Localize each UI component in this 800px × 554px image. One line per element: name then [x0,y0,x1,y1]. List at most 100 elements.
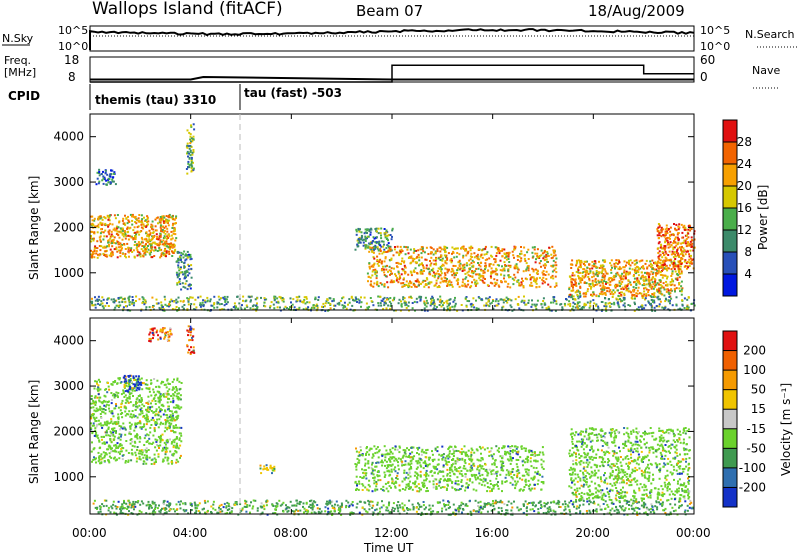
heatmap-cell [400,305,403,308]
heatmap-cell [167,246,170,249]
heatmap-cell [130,423,133,426]
heatmap-cell [633,301,636,304]
heatmap-cell [156,216,159,219]
heatmap-cell [163,222,165,224]
heatmap-cell [470,305,473,308]
heatmap-cell [144,219,147,222]
heatmap-cell [373,262,376,265]
heatmap-cell [105,453,108,456]
heatmap-cell [669,237,671,240]
heatmap-cell [119,438,122,441]
heatmap-cell [654,309,657,312]
heatmap-cell [111,394,114,397]
heatmap-cell [387,286,390,289]
heatmap-cell [463,263,466,266]
heatmap-cell [391,235,393,238]
heatmap-cell [134,426,137,429]
heatmap-cell [109,182,112,184]
heatmap-cell [679,253,682,256]
heatmap-cell [686,260,689,263]
heatmap-cell [146,216,149,219]
heatmap-cell [502,268,505,271]
heatmap-cell [379,302,382,305]
heatmap-cell [505,255,508,258]
heatmap-cell [394,273,396,276]
heatmap-cell [674,253,677,256]
heatmap-cell [109,175,112,178]
heatmap-cell [489,302,492,305]
heatmap-cell [627,304,630,306]
heatmap-cell [130,413,133,416]
heatmap-cell [241,304,243,307]
heatmap-cell [543,250,546,253]
heatmap-cell [113,227,116,230]
heatmap-cell [598,281,601,284]
heatmap-cell [199,295,202,298]
heatmap-cell [118,296,121,299]
heatmap-cell [166,414,169,417]
heatmap-cell [512,478,515,481]
heatmap-cell [571,308,574,311]
heatmap-cell [384,474,387,477]
heatmap-cell [152,241,155,244]
heatmap-cell [129,249,132,252]
heatmap-cell [549,285,552,288]
heatmap-cell [435,483,438,485]
heatmap-cell [160,301,163,304]
heatmap-cell [520,283,523,286]
heatmap-cell [127,460,130,463]
heatmap-cell [164,236,167,239]
heatmap-cell [384,257,387,260]
heatmap-cell [259,467,262,470]
heatmap-cell [138,449,141,452]
heatmap-cell [175,436,178,438]
heatmap-cell [175,442,178,445]
heatmap-cell [142,426,144,428]
heatmap-cell [107,218,110,221]
heatmap-cell [668,250,671,253]
heatmap-cell [188,152,191,155]
heatmap-cell [498,252,501,255]
heatmap-cell [155,410,158,413]
heatmap-cell [502,305,505,308]
heatmap-cell [174,391,176,394]
heatmap-cell [125,440,128,442]
heatmap-cell [413,269,415,272]
heatmap-cell [430,269,433,272]
heatmap-cell [148,420,151,423]
heatmap-cell [131,215,133,218]
heatmap-cell [619,276,622,279]
heatmap-cell [593,265,595,268]
heatmap-cell [667,300,670,303]
heatmap-cell [535,286,538,289]
heatmap-cell [176,379,179,382]
heatmap-cell [151,235,154,238]
heatmap-cell [666,275,669,278]
heatmap-cell [404,266,407,269]
heatmap-cell [167,416,170,419]
heatmap-cell [591,294,594,297]
heatmap-cell [352,299,355,302]
heatmap-cell [180,254,183,257]
heatmap-cell [423,484,426,487]
heatmap-cell [306,308,309,311]
heatmap-cell [98,396,101,399]
heatmap-cell [170,410,173,413]
heatmap-cell [656,282,659,285]
heatmap-cell [157,426,160,429]
heatmap-cell [220,297,222,300]
heatmap-cell [507,253,510,256]
heatmap-cell [609,292,612,295]
heatmap-cell [580,307,583,310]
heatmap-cell [213,302,216,305]
heatmap-cell [140,427,143,430]
heatmap-cell [107,245,110,247]
heatmap-cell [641,259,644,262]
heatmap-cell [120,444,123,447]
heatmap-cell [114,299,117,302]
heatmap-cell [633,294,636,296]
heatmap-cell [689,260,692,263]
heatmap-cell [354,296,357,299]
heatmap-cell [98,180,101,183]
heatmap-cell [265,467,268,470]
